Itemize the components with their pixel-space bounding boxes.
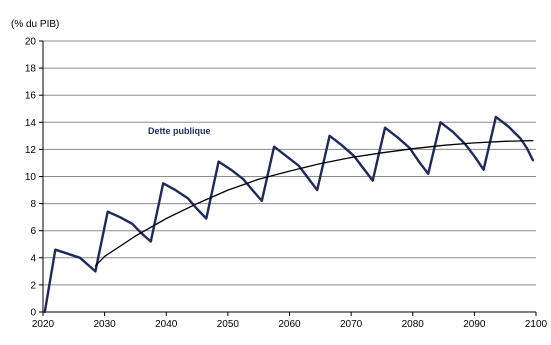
y-tick-label: 0: [30, 308, 36, 319]
y-tick-label: 2: [30, 280, 36, 291]
x-tick-label: 2060: [278, 319, 301, 330]
y-tick-label: 20: [25, 37, 37, 48]
x-tick-label: 2090: [463, 319, 486, 330]
x-tick-label: 2070: [340, 319, 363, 330]
grid: [43, 40, 536, 286]
y-tick-label: 4: [30, 253, 36, 264]
y-axis-unit-label: (% du PIB): [11, 19, 59, 30]
x-tick-label: 2030: [94, 319, 117, 330]
x-tick-label: 2050: [217, 319, 240, 330]
y-tick-label: 10: [25, 172, 37, 183]
series-annotation-label: Dette publique: [148, 126, 211, 136]
y-tick-label: 12: [25, 145, 37, 156]
y-tick-label: 8: [30, 199, 36, 210]
y-tick-label: 16: [25, 91, 37, 102]
y-tick-label: 14: [25, 118, 37, 129]
y-tick-label: 18: [25, 64, 37, 75]
x-tick-label: 2080: [402, 319, 425, 330]
x-tick-label: 2100: [525, 319, 548, 330]
y-tick-label: 6: [30, 226, 36, 237]
series-line-dette-publique: [43, 115, 535, 314]
x-tick-label: 2020: [32, 319, 55, 330]
axes: [39, 40, 537, 316]
series-group: [43, 115, 535, 314]
series-line-trend: [94, 139, 534, 267]
x-tick-label: 2040: [155, 319, 178, 330]
